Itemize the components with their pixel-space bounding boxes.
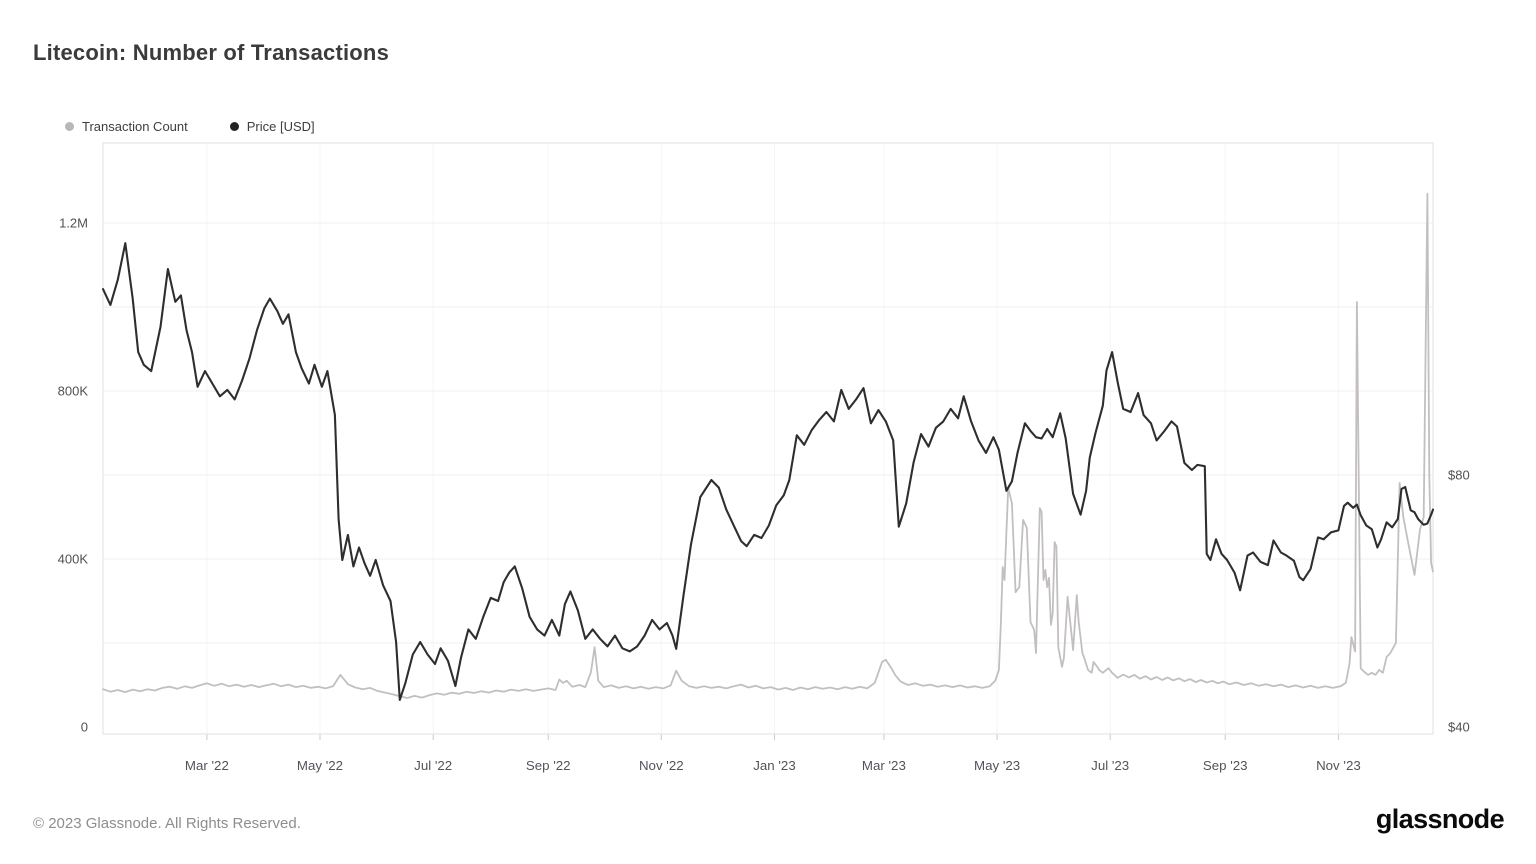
x-axis-label: May '22 [297, 758, 343, 773]
legend-item-transaction-count[interactable]: Transaction Count [65, 119, 188, 134]
legend-label-transaction-count: Transaction Count [82, 119, 188, 134]
chart-plot-area[interactable] [103, 143, 1433, 734]
x-axis-label: Jan '23 [753, 758, 795, 773]
legend-dot-icon-transaction-count [65, 122, 74, 131]
x-axis-label: Nov '22 [639, 758, 684, 773]
chart-legend: Transaction Count Price [USD] [65, 119, 357, 134]
legend-label-price: Price [USD] [246, 119, 315, 134]
left-axis-label: 400K [58, 552, 89, 567]
right-axis-label: $80 [1448, 468, 1470, 483]
x-axis-label: Nov '23 [1316, 758, 1361, 773]
glassnode-logo: glassnode [1375, 804, 1505, 834]
right-axis-label: $40 [1448, 720, 1470, 735]
copyright-note: © 2023 Glassnode. All Rights Reserved. [33, 815, 301, 832]
left-axis-label: 800K [58, 384, 89, 399]
x-axis-label: Sep '23 [1203, 758, 1248, 773]
legend-item-price[interactable]: Price [USD] [229, 119, 315, 134]
transactions-price-chart: Mar '22 May '22 Jul '22 Sep '22 Nov '22 Jan '… [58, 142, 1470, 773]
left-axis-label: 0 [81, 720, 88, 735]
x-axis-label: Jul '23 [1091, 758, 1129, 773]
page-title: Litecoin: Number of Transactions [33, 40, 390, 65]
x-axis-label: May '23 [974, 758, 1020, 773]
x-axis-label: Mar '23 [862, 758, 906, 773]
series-line-price-usd- [101, 242, 1435, 701]
x-axis-label: Mar '22 [185, 758, 229, 773]
plot-border [102, 142, 1434, 735]
x-axis-label: Sep '22 [526, 758, 571, 773]
legend-dot-icon-price [229, 122, 239, 131]
x-axis-label: Jul '22 [414, 758, 452, 773]
series-line-transaction-count [102, 192, 1434, 699]
left-axis-label: 1.2M [59, 216, 88, 231]
